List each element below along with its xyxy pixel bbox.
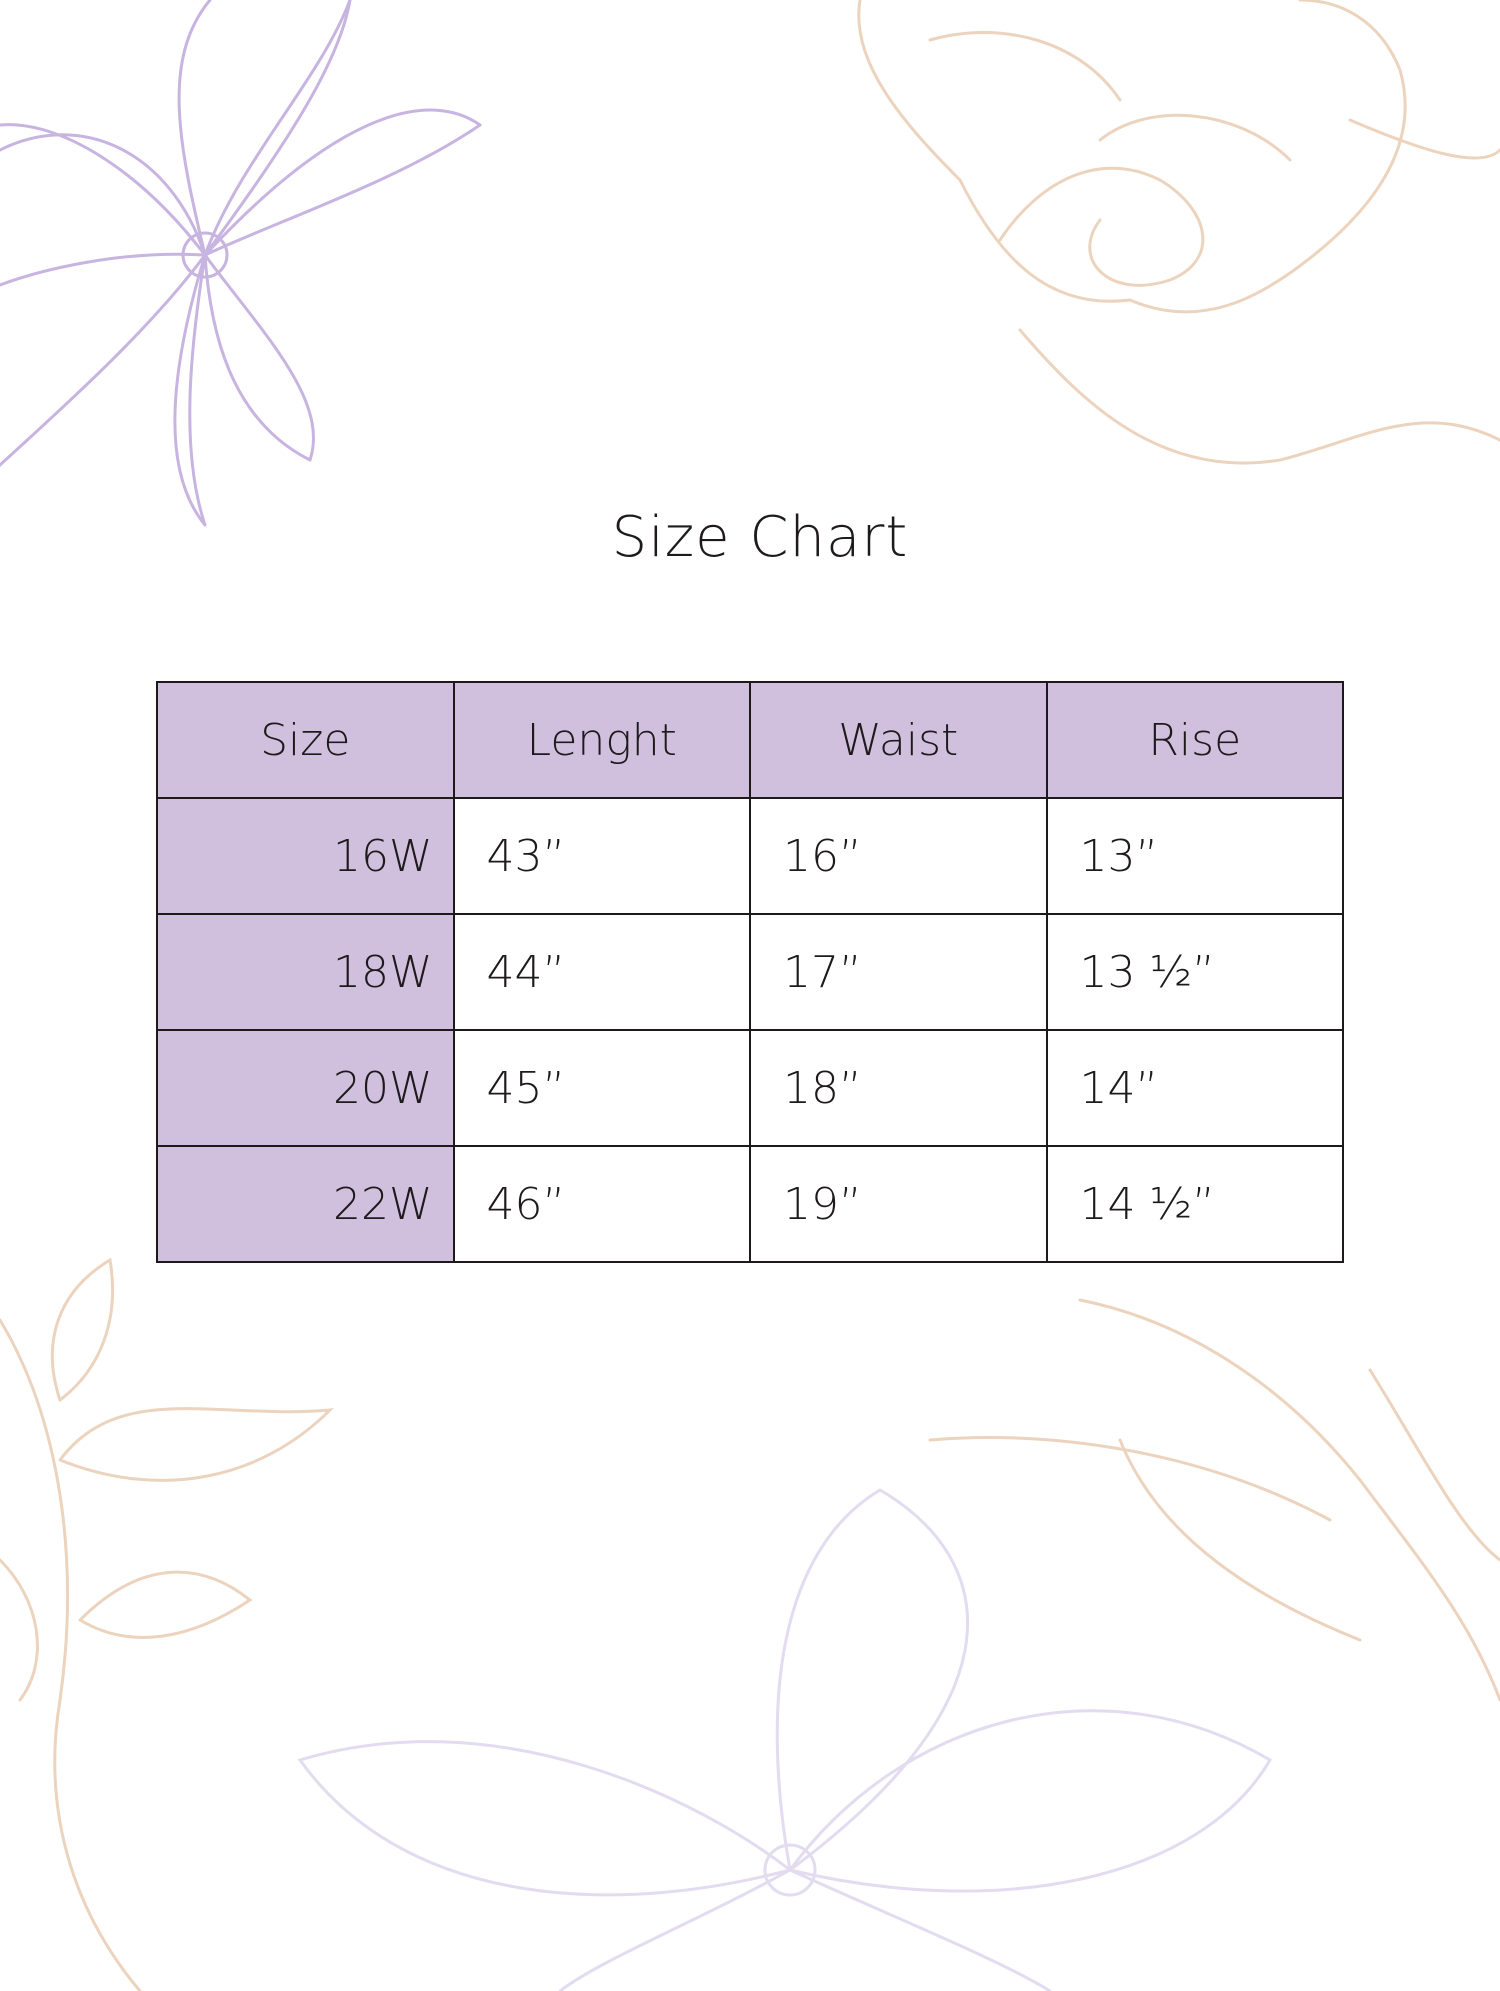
page-title: Size Chart	[611, 505, 909, 570]
header-size: Size	[156, 681, 455, 799]
rise-cell: 14”	[1045, 1029, 1344, 1147]
faded-flower-icon	[297, 1488, 1273, 1991]
leaves-icon	[0, 1257, 1500, 1991]
length-cell: 46”	[452, 1145, 751, 1263]
rose-icon	[857, 0, 1500, 465]
size-cell: 16W	[156, 797, 455, 915]
waist-cell: 17”	[749, 913, 1048, 1031]
table-header-row: Size Lenght Waist Rise	[156, 681, 1344, 799]
header-length: Lenght	[452, 681, 751, 799]
length-cell: 45”	[452, 1029, 751, 1147]
length-cell: 43”	[452, 797, 751, 915]
header-waist: Waist	[749, 681, 1048, 799]
header-rise: Rise	[1045, 681, 1344, 799]
waist-cell: 16”	[749, 797, 1048, 915]
rise-cell: 14 ½”	[1045, 1145, 1344, 1263]
size-chart-table: Size Lenght Waist Rise 16W 43” 16” 13” 1…	[156, 681, 1344, 1263]
rise-cell: 13 ½”	[1045, 913, 1344, 1031]
lavender-flower-icon	[0, 0, 482, 527]
size-cell: 22W	[156, 1145, 455, 1263]
size-cell: 20W	[156, 1029, 455, 1147]
table-row: 18W 44” 17” 13 ½”	[156, 913, 1344, 1031]
length-cell: 44”	[452, 913, 751, 1031]
table-row: 22W 46” 19” 14 ½”	[156, 1145, 1344, 1263]
table-row: 20W 45” 18” 14”	[156, 1029, 1344, 1147]
table-row: 16W 43” 16” 13”	[156, 797, 1344, 915]
rise-cell: 13”	[1045, 797, 1344, 915]
waist-cell: 19”	[749, 1145, 1048, 1263]
waist-cell: 18”	[749, 1029, 1048, 1147]
size-cell: 18W	[156, 913, 455, 1031]
